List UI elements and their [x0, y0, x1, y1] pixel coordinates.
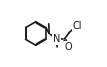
Text: O: O	[64, 42, 72, 52]
Text: N: N	[53, 34, 60, 44]
Text: Cl: Cl	[73, 21, 82, 31]
